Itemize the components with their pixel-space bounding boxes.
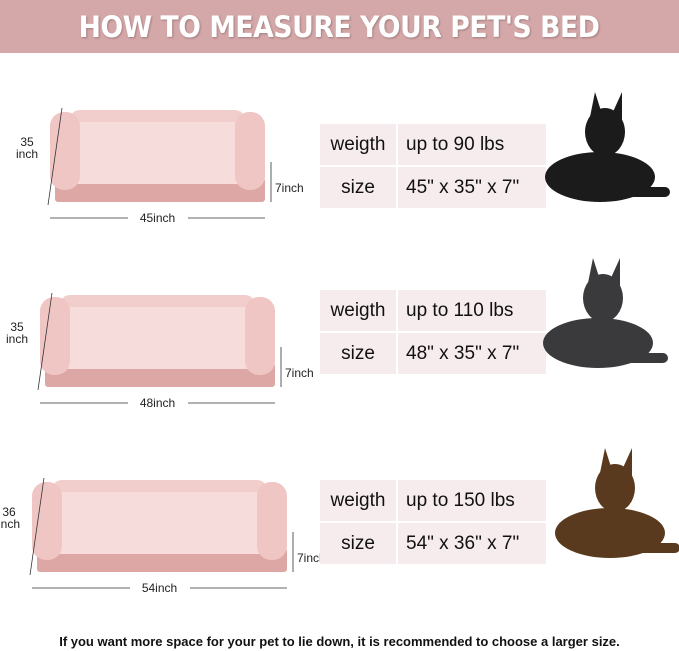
width-label: 48inch [127, 397, 188, 409]
dog-image [543, 258, 668, 368]
dog-image [555, 448, 679, 558]
depth-label: 36 inch [0, 505, 20, 531]
page-title: HOW TO MEASURE YOUR PET'S BED [79, 9, 600, 44]
spec-table: weigth up to 150 lbs size 54" x 36" x 7" [318, 478, 548, 566]
weight-key: weigth [320, 290, 396, 331]
size-key: size [320, 333, 396, 374]
weight-value: up to 90 lbs [398, 124, 546, 165]
table-row: size 48" x 35" x 7" [320, 333, 546, 374]
table-row: size 54" x 36" x 7" [320, 523, 546, 564]
bed-illustration [47, 107, 272, 219]
weight-key: weigth [320, 124, 396, 165]
bed-illustration [37, 292, 282, 404]
height-label: 7inch [275, 181, 304, 195]
size-value: 48" x 35" x 7" [398, 333, 546, 374]
weight-key: weigth [320, 480, 396, 521]
dog-image [545, 92, 670, 202]
size-key: size [320, 523, 396, 564]
spec-table: weigth up to 90 lbs size 45" x 35" x 7" [318, 122, 548, 210]
size-key: size [320, 167, 396, 208]
size-value: 45" x 35" x 7" [398, 167, 546, 208]
size-value: 54" x 36" x 7" [398, 523, 546, 564]
height-label: 7inch [297, 551, 326, 565]
table-row: weigth up to 150 lbs [320, 480, 546, 521]
footer-note: If you want more space for your pet to l… [59, 634, 620, 649]
height-label: 7inch [285, 366, 314, 380]
bed-illustration [29, 477, 294, 589]
table-row: size 45" x 35" x 7" [320, 167, 546, 208]
weight-value: up to 110 lbs [398, 290, 546, 331]
depth-label: 35 inch [15, 135, 38, 161]
depth-label: 35 inch [5, 320, 28, 346]
width-label: 54inch [129, 582, 190, 594]
title-banner: HOW TO MEASURE YOUR PET'S BED [0, 0, 679, 53]
table-row: weigth up to 90 lbs [320, 124, 546, 165]
width-label: 45inch [127, 212, 188, 224]
weight-value: up to 150 lbs [398, 480, 546, 521]
spec-table: weigth up to 110 lbs size 48" x 35" x 7" [318, 288, 548, 376]
table-row: weigth up to 110 lbs [320, 290, 546, 331]
